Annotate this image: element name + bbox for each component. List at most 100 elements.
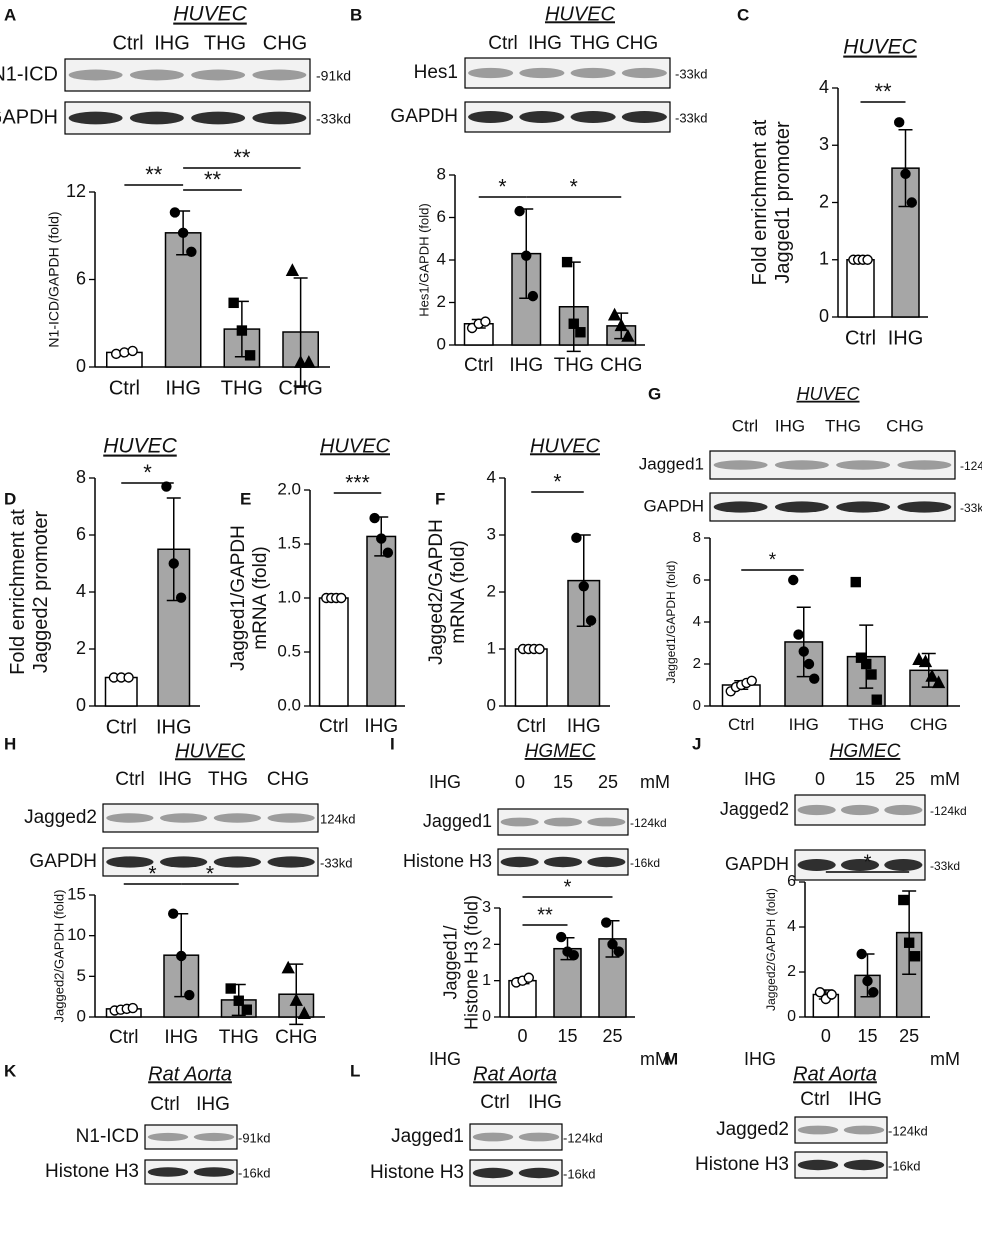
lane-label: Ctrl xyxy=(112,32,143,54)
y-axis-label: Jagged1/GAPDH xyxy=(228,525,249,671)
blot-band xyxy=(191,111,246,125)
data-point xyxy=(534,643,545,655)
y-tick-label: 0 xyxy=(77,1006,86,1025)
y-tick-label: 0 xyxy=(76,356,86,376)
y-tick-label: 3 xyxy=(819,134,829,154)
significance-label: ** xyxy=(874,79,892,104)
blot-band xyxy=(252,111,307,125)
lane-unit: mM xyxy=(640,772,670,792)
y-tick-label: 2 xyxy=(76,638,86,658)
data-point xyxy=(177,227,189,239)
y-axis-label: Fold enrichment at xyxy=(7,509,29,675)
blot-label: N1-ICD xyxy=(76,1126,139,1147)
lane-label: 25 xyxy=(895,769,915,789)
x-tick-label: THG xyxy=(848,715,884,734)
blot-band xyxy=(587,856,626,868)
blot-band xyxy=(106,856,154,868)
blot-size: -91kd xyxy=(238,1130,271,1145)
data-point xyxy=(856,948,867,960)
y-axis-label: Jagged2/GAPDH xyxy=(426,519,447,665)
y-tick-label: 3 xyxy=(487,524,496,543)
blot-label: N1-ICD xyxy=(0,63,58,85)
data-point xyxy=(607,939,618,950)
significance-label: * xyxy=(769,550,777,571)
data-point xyxy=(382,547,394,558)
x-tick-label: IHG xyxy=(165,377,201,399)
blot-band xyxy=(68,69,123,81)
data-point xyxy=(289,993,303,1006)
blot-band xyxy=(840,804,880,816)
lane-label: CHG xyxy=(886,416,924,435)
x-tick-label: Ctrl xyxy=(109,377,140,399)
data-point xyxy=(793,629,804,640)
data-point xyxy=(297,1006,311,1019)
panel-title: HUVEC xyxy=(530,435,601,457)
y-axis-label: mRNA (fold) xyxy=(448,540,469,643)
x-tick-label: 15 xyxy=(557,1026,577,1046)
data-point xyxy=(169,207,181,218)
data-point xyxy=(568,318,579,329)
blot-band xyxy=(252,69,307,81)
data-point xyxy=(184,989,195,1001)
y-tick-label: 5 xyxy=(77,966,86,985)
blot-band xyxy=(797,859,836,871)
y-tick-label: 1.0 xyxy=(277,587,301,606)
blot-band xyxy=(191,69,246,81)
blot-label: Histone H3 xyxy=(45,1161,139,1182)
y-tick-label: 1 xyxy=(487,638,496,657)
data-point xyxy=(803,658,815,670)
blot-label: Histone H3 xyxy=(403,851,492,871)
blot-band xyxy=(147,1132,189,1142)
data-point xyxy=(556,931,567,943)
significance-label: ** xyxy=(204,167,222,192)
data-point xyxy=(175,592,187,603)
data-point xyxy=(480,316,491,327)
blot-band xyxy=(774,460,829,470)
blot-band xyxy=(500,817,539,827)
panel-letter: G xyxy=(648,384,661,403)
x-tick-label: IHG xyxy=(888,327,924,349)
blot-band xyxy=(519,67,565,79)
error-bar xyxy=(293,277,308,387)
lane-title: IHG xyxy=(744,769,776,789)
lane-label: THG xyxy=(570,33,610,54)
blot-band xyxy=(840,859,880,871)
y-axis-label: Histone H3 (fold) xyxy=(461,895,481,1030)
y-tick-label: 2 xyxy=(487,581,496,600)
data-point xyxy=(575,327,586,338)
panel-letter: K xyxy=(4,1061,17,1080)
data-point xyxy=(123,672,134,683)
x-tick-label: IHG xyxy=(156,716,192,738)
y-tick-label: 1.5 xyxy=(277,533,301,552)
data-point xyxy=(868,987,879,998)
y-tick-label: 0 xyxy=(437,334,446,353)
blot-band xyxy=(897,460,952,470)
y-axis-label: Jagged1/GAPDH (fold) xyxy=(664,561,678,684)
y-tick-label: 6 xyxy=(437,207,446,226)
significance-label: ** xyxy=(145,162,163,187)
y-tick-label: 8 xyxy=(76,467,86,487)
blot-band xyxy=(797,1159,839,1171)
panel-title: HGMEC xyxy=(525,741,596,762)
lane-label: Ctrl xyxy=(732,416,758,435)
x-tick-label: IHG xyxy=(509,355,543,376)
significance-label: * xyxy=(864,851,872,873)
data-point xyxy=(607,307,622,321)
data-point xyxy=(241,1004,253,1015)
significance-label: * xyxy=(570,176,578,199)
data-point xyxy=(826,989,837,1000)
data-point xyxy=(898,894,909,906)
panel-title: HGMEC xyxy=(830,741,901,762)
blot-size: -33kd xyxy=(675,110,708,125)
lane-label: 15 xyxy=(553,772,573,792)
blot-band xyxy=(836,460,891,470)
blot-band xyxy=(267,856,315,868)
y-axis-label: N1-ICD/GAPDH (fold) xyxy=(46,211,62,347)
y-axis-label: Jagged1/ xyxy=(440,925,460,999)
blot-label: Jagged1 xyxy=(639,454,704,473)
data-point xyxy=(809,673,820,684)
blot-band xyxy=(68,111,123,125)
x-tick-label: THG xyxy=(219,1027,259,1048)
y-tick-label: 0 xyxy=(76,695,86,715)
panel-title: HUVEC xyxy=(796,384,860,404)
